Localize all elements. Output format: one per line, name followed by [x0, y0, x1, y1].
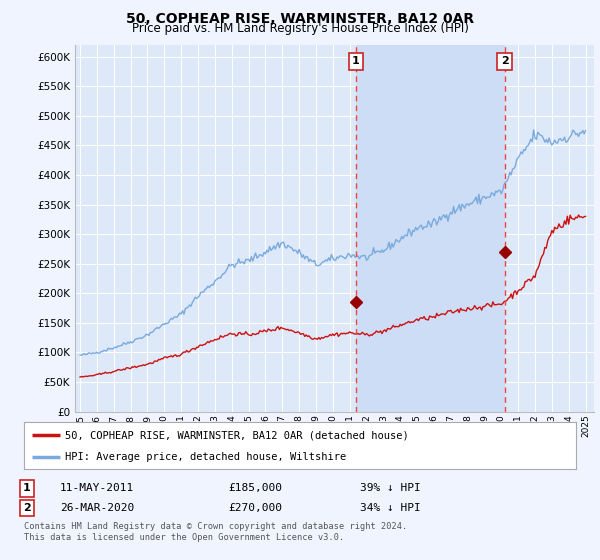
Text: 11-MAY-2011: 11-MAY-2011: [60, 483, 134, 493]
Bar: [356, 45, 505, 412]
Text: 1: 1: [23, 483, 31, 493]
Text: 26-MAR-2020: 26-MAR-2020: [60, 503, 134, 513]
Text: 50, COPHEAP RISE, WARMINSTER, BA12 0AR (detached house): 50, COPHEAP RISE, WARMINSTER, BA12 0AR (…: [65, 430, 409, 440]
Text: Contains HM Land Registry data © Crown copyright and database right 2024.: Contains HM Land Registry data © Crown c…: [24, 522, 407, 531]
Text: £185,000: £185,000: [228, 483, 282, 493]
Text: 50, COPHEAP RISE, WARMINSTER, BA12 0AR: 50, COPHEAP RISE, WARMINSTER, BA12 0AR: [126, 12, 474, 26]
Text: Price paid vs. HM Land Registry's House Price Index (HPI): Price paid vs. HM Land Registry's House …: [131, 22, 469, 35]
Text: 39% ↓ HPI: 39% ↓ HPI: [360, 483, 421, 493]
Text: This data is licensed under the Open Government Licence v3.0.: This data is licensed under the Open Gov…: [24, 533, 344, 543]
Text: £270,000: £270,000: [228, 503, 282, 513]
Text: 2: 2: [501, 57, 509, 66]
Text: HPI: Average price, detached house, Wiltshire: HPI: Average price, detached house, Wilt…: [65, 452, 347, 463]
Text: 34% ↓ HPI: 34% ↓ HPI: [360, 503, 421, 513]
Text: 2: 2: [23, 503, 31, 513]
Text: 1: 1: [352, 57, 359, 66]
